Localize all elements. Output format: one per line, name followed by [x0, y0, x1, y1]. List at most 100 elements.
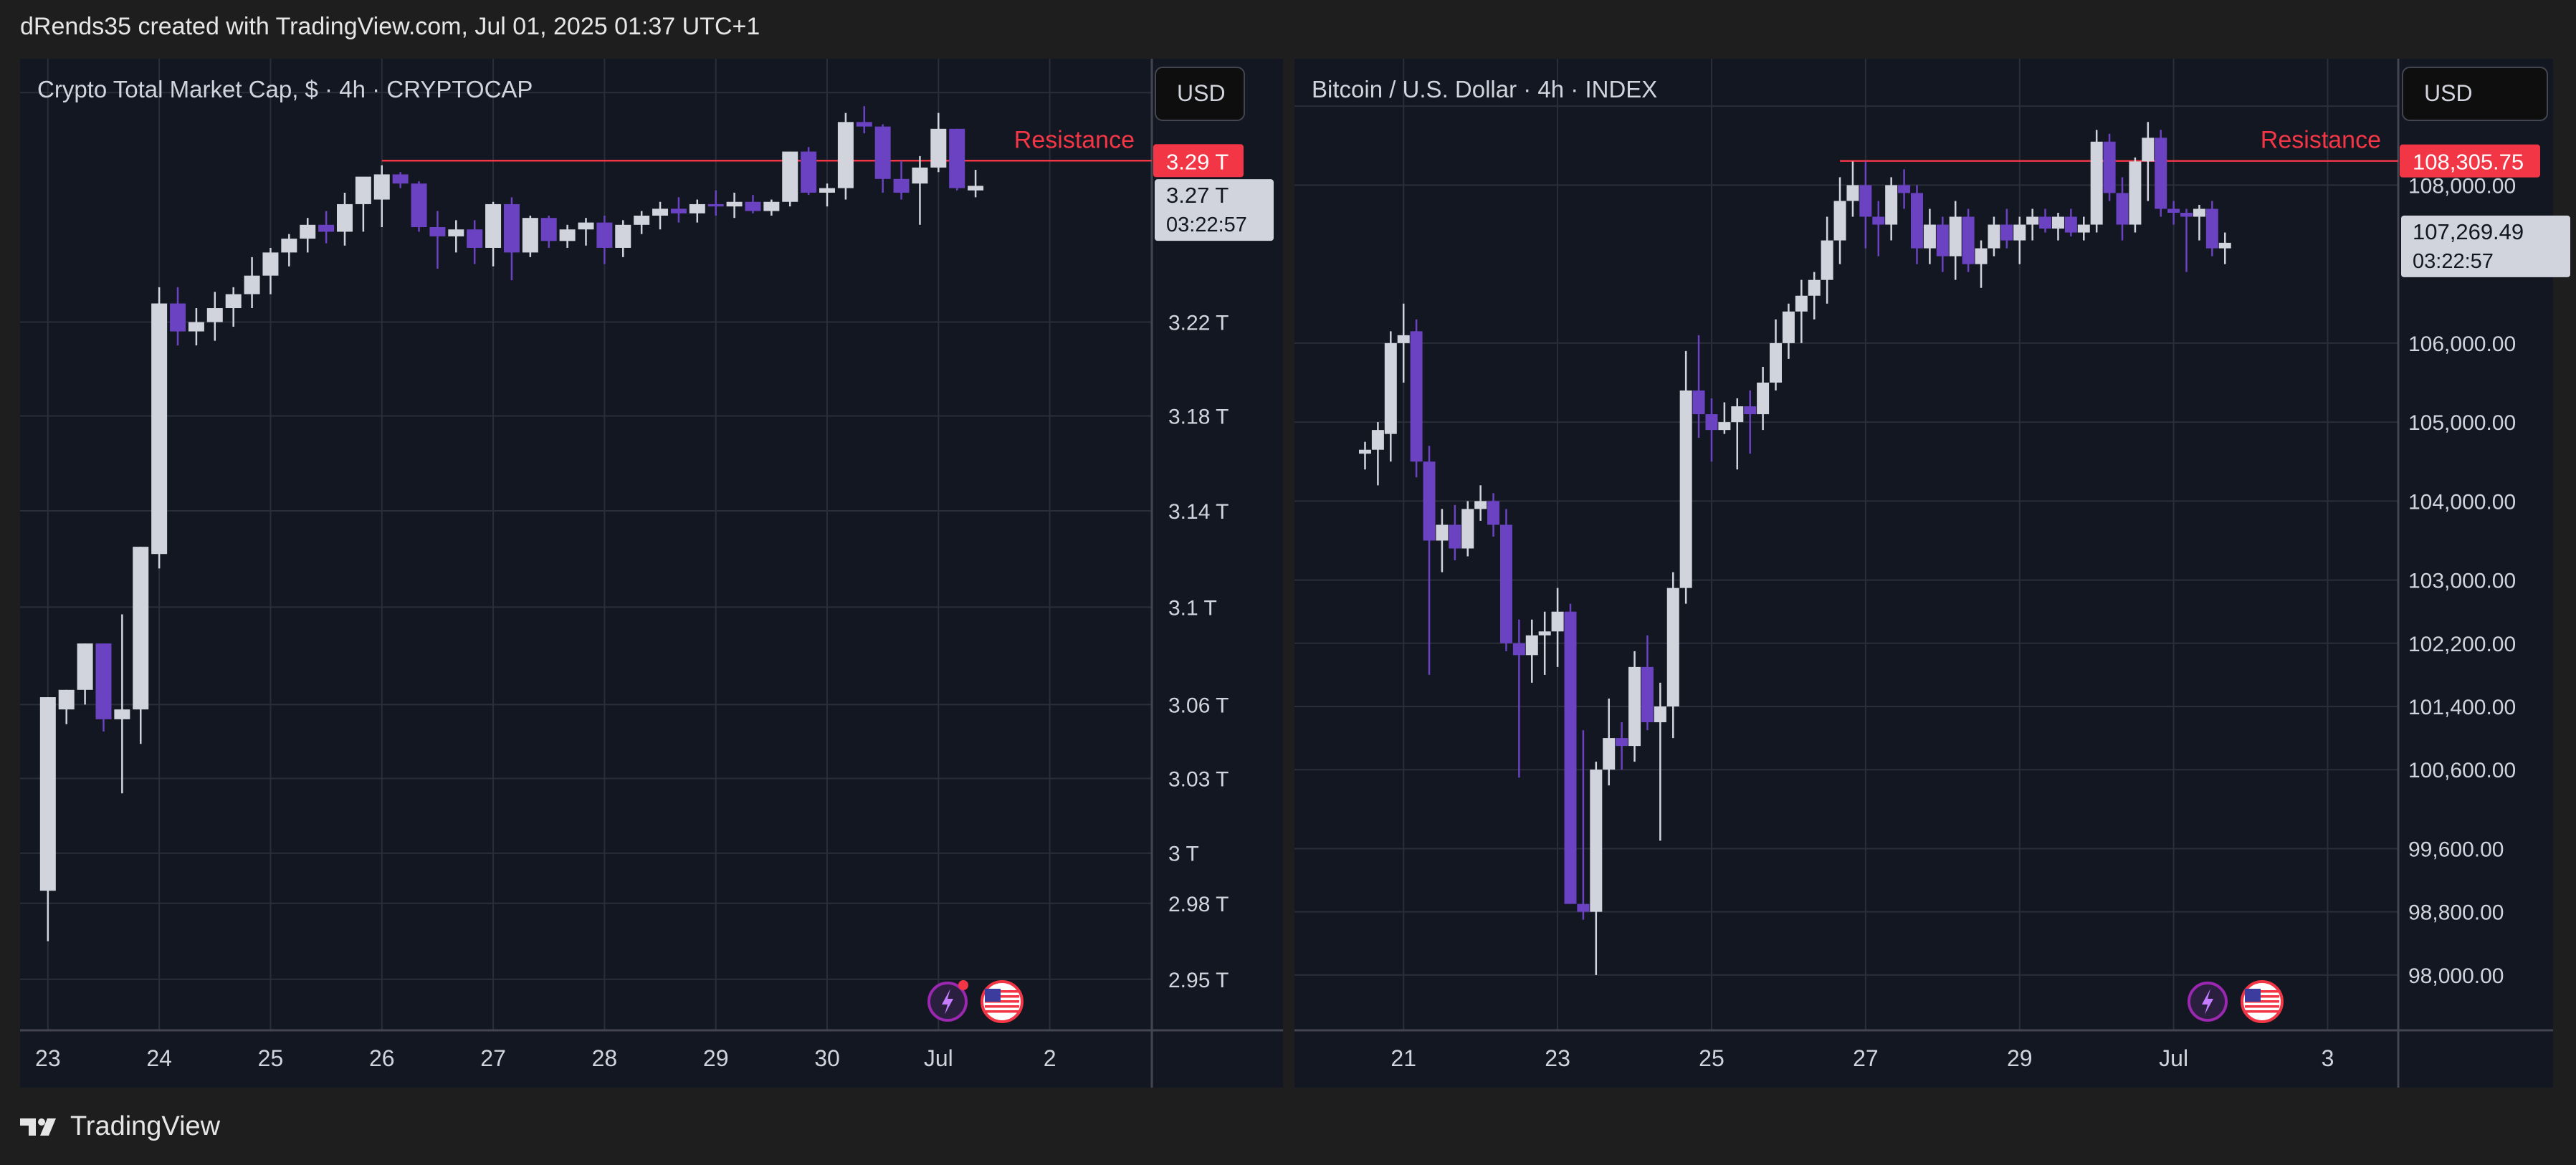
candle-body	[1731, 406, 1744, 423]
y-tick-label: 106,000.00	[2408, 332, 2516, 356]
candle-body	[1371, 430, 1384, 450]
y-tick-label: 3.03 T	[1168, 768, 1229, 792]
lightning-glyph-icon	[2202, 989, 2213, 1015]
currency-button	[2402, 67, 2548, 121]
candle-body	[1577, 903, 1590, 912]
candle-body	[2026, 216, 2039, 225]
candle-body	[1512, 643, 1525, 656]
candle-body	[912, 167, 928, 184]
candle-body	[2193, 208, 2205, 217]
candle-body	[1384, 342, 1397, 434]
candle-body	[837, 122, 854, 188]
y-tick-label: 100,600.00	[2408, 759, 2516, 782]
candle-body	[485, 203, 502, 248]
y-tick-label: 103,000.00	[2408, 570, 2516, 593]
candle-body	[1898, 185, 1911, 193]
candle-body	[2051, 216, 2064, 229]
candle-body	[522, 218, 538, 253]
candle-body	[856, 122, 872, 127]
candle-body	[2090, 141, 2103, 225]
candle-body	[559, 229, 576, 241]
candle-body	[1449, 524, 1461, 549]
candle-body	[2180, 212, 2193, 217]
flag-stripe-icon	[985, 990, 1019, 993]
candle-body	[745, 201, 761, 211]
candle-body	[2218, 242, 2231, 249]
candle-body	[1525, 635, 1538, 656]
candle-body	[1461, 509, 1474, 549]
candle-body	[1564, 611, 1577, 904]
candle-body	[763, 201, 780, 211]
candle-body	[1628, 666, 1641, 747]
candle-body	[77, 643, 93, 690]
candle-body	[596, 222, 613, 248]
currency-button	[1155, 67, 1245, 121]
candle-body	[726, 201, 743, 207]
flag-stripe-icon	[985, 995, 1019, 998]
currency-label: USD	[2424, 80, 2473, 106]
candle-body	[1936, 224, 1949, 257]
y-tick-label: 3.14 T	[1168, 500, 1229, 524]
footer-brand[interactable]: TradingView	[20, 1111, 220, 1142]
candle-body	[652, 208, 669, 216]
candle-body	[2013, 224, 2026, 241]
candle-body	[1872, 216, 1885, 225]
candle-body	[2142, 138, 2155, 162]
flag-stripe-icon	[2245, 990, 2279, 993]
resistance-label: Resistance	[2261, 127, 2381, 154]
y-tick-label: 101,400.00	[2408, 696, 2516, 719]
y-tick-label: 104,000.00	[2408, 490, 2516, 514]
flag-canton-icon	[2245, 989, 2261, 1002]
tradingview-logo-icon	[20, 1118, 56, 1136]
x-tick-label: 23	[1545, 1045, 1570, 1071]
candle-body	[1885, 185, 1898, 225]
candle-body	[392, 174, 409, 184]
candle-body	[578, 222, 594, 230]
candle-body	[448, 229, 464, 236]
candle-body	[1846, 185, 1859, 201]
x-tick-label: 24	[146, 1045, 172, 1071]
candle-body	[170, 303, 186, 332]
y-tick-label: 102,200.00	[2408, 633, 2516, 656]
candle-body	[503, 203, 520, 253]
candle-body	[670, 208, 687, 214]
y-tick-label: 98,000.00	[2408, 964, 2504, 988]
x-tick-label: 27	[480, 1045, 506, 1071]
notification-dot-icon	[958, 980, 968, 990]
x-tick-label: 2	[1044, 1045, 1056, 1071]
candle-body	[1666, 588, 1679, 706]
flag-stripe-icon	[2245, 995, 2279, 998]
candle-body	[1551, 611, 1564, 632]
x-tick-label: 26	[369, 1045, 395, 1071]
x-tick-label: 23	[35, 1045, 61, 1071]
candle-body	[2039, 216, 2052, 229]
candle-body	[540, 218, 557, 241]
flag-stripe-icon	[2245, 1000, 2279, 1003]
candle-body	[1975, 248, 1988, 264]
candle-body	[968, 186, 984, 191]
candle-body	[2064, 216, 2077, 233]
y-tick-label: 3.06 T	[1168, 694, 1229, 717]
candle-body	[1808, 279, 1821, 296]
y-tick-label: 2.98 T	[1168, 893, 1229, 916]
x-tick-label: 21	[1390, 1045, 1416, 1071]
candle-body	[1487, 501, 1500, 525]
last-price-badge	[2401, 215, 2570, 277]
candle-body	[262, 252, 279, 276]
x-tick-label: Jul	[924, 1045, 953, 1071]
candle-body	[707, 203, 724, 207]
candle-body	[281, 239, 297, 253]
candle-body	[1833, 201, 1846, 241]
candle-body	[2129, 161, 2142, 225]
x-tick-label: 25	[258, 1045, 284, 1071]
candle-body	[1499, 524, 1512, 643]
candle-body	[1757, 383, 1770, 415]
resistance-label: Resistance	[1014, 126, 1135, 153]
resistance-price-label: 108,305.75	[2413, 150, 2524, 175]
candle-body	[1962, 216, 1975, 264]
candle-body	[615, 224, 631, 248]
footer-brand-text: TradingView	[70, 1111, 221, 1141]
candle-body	[1603, 738, 1616, 770]
